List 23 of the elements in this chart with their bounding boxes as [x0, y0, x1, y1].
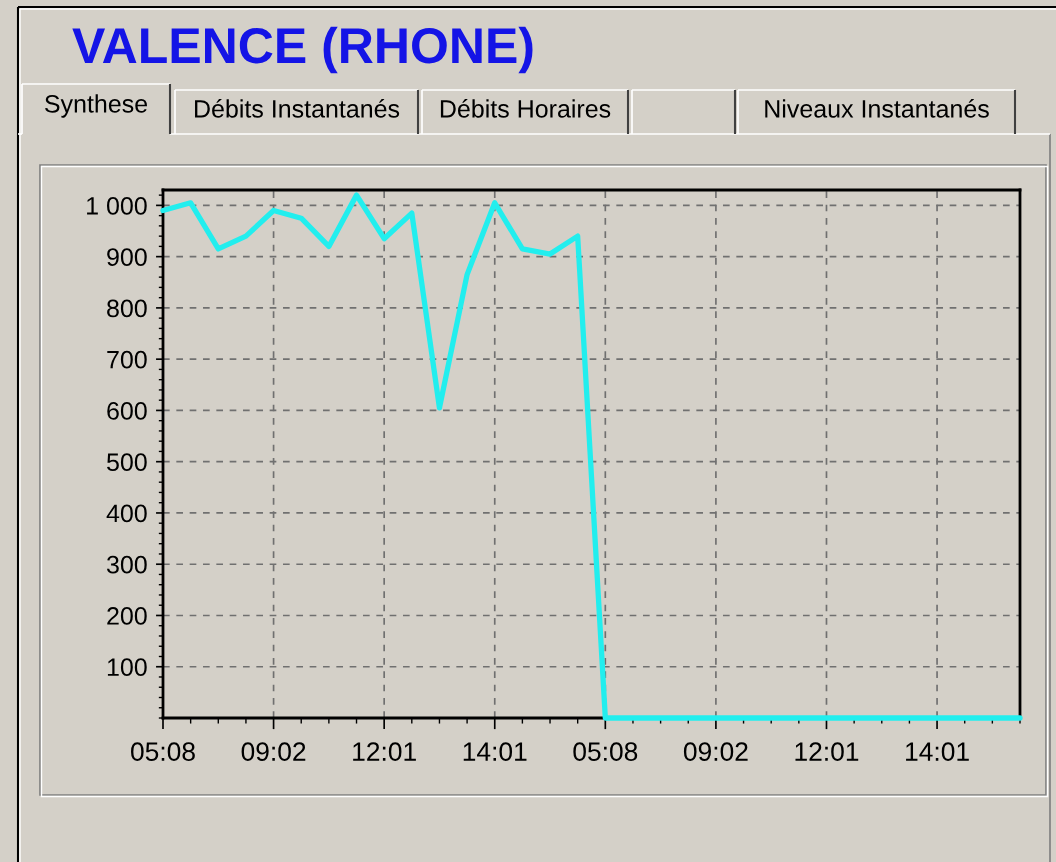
y-tick-label: 700	[107, 350, 147, 369]
text: Niveaux Instantanés	[765, 99, 989, 118]
y-tick-label: 1 000	[87, 196, 147, 215]
y-tick-label: 500	[107, 453, 147, 471]
y-tick-label: 600	[107, 402, 147, 420]
x-tick-label: 05:08	[131, 742, 195, 761]
x-tick-label: 14:01	[463, 742, 527, 761]
x-tick-label: 14:01	[906, 742, 969, 761]
y-tick-label: 200	[107, 607, 147, 625]
y-tick-label: 100	[107, 658, 147, 677]
text: Synthese	[45, 94, 148, 118]
text: Débits Instantanés	[195, 99, 400, 118]
x-tick-label: 12:01	[795, 742, 859, 761]
text: Débits Horaires	[440, 99, 611, 118]
y-tick-label: 800	[107, 299, 147, 318]
y-tick-label: 400	[106, 504, 147, 523]
y-tick-label: 300	[106, 555, 147, 574]
x-tick-label: 09:02	[241, 742, 306, 761]
x-tick-label: 09:02	[683, 742, 748, 761]
y-tick-label: 900	[107, 248, 147, 266]
chart-title: VALENCE (RHONE)	[72, 26, 533, 74]
x-tick-label: 12:01	[353, 742, 416, 761]
x-tick-label: 05:08	[573, 742, 638, 761]
